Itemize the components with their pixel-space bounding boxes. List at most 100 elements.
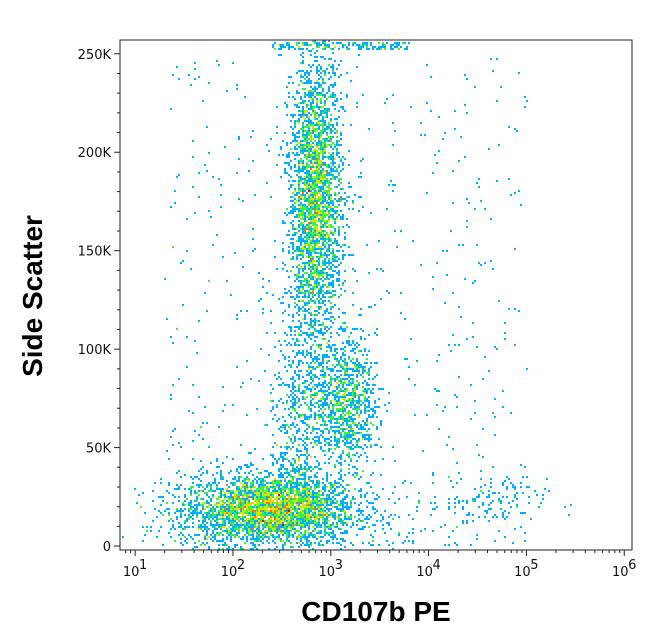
density-dot — [254, 526, 256, 528]
density-dot — [298, 210, 300, 212]
density-dot — [342, 188, 344, 190]
density-dot — [306, 506, 308, 508]
density-dot — [364, 396, 366, 398]
density-dot — [314, 226, 316, 228]
density-dot — [300, 540, 302, 542]
density-dot — [262, 542, 264, 544]
density-dot — [320, 230, 322, 232]
density-dot — [278, 510, 280, 512]
density-dot — [210, 516, 212, 518]
density-dot — [278, 538, 280, 540]
density-dot — [340, 500, 342, 502]
density-dot — [306, 82, 308, 84]
density-dot — [334, 434, 336, 436]
density-dot — [262, 508, 264, 510]
density-dot — [290, 212, 292, 214]
density-dot — [434, 496, 436, 498]
density-dot — [336, 446, 338, 448]
density-dot — [308, 100, 310, 102]
density-dot — [318, 346, 320, 348]
density-dot — [542, 494, 544, 496]
density-dot — [304, 442, 306, 444]
density-dot — [304, 390, 306, 392]
density-dot — [290, 448, 292, 450]
density-dot — [326, 256, 328, 258]
density-dot — [292, 506, 294, 508]
density-dot — [358, 424, 360, 426]
density-dot — [246, 478, 248, 480]
density-dot — [298, 498, 300, 500]
density-dot — [298, 534, 300, 536]
density-dot — [352, 438, 354, 440]
density-dot — [318, 518, 320, 520]
density-dot — [332, 164, 334, 166]
density-dot — [308, 534, 310, 536]
density-dot — [320, 504, 322, 506]
density-dot — [330, 158, 332, 160]
density-dot — [308, 116, 310, 118]
density-dot — [274, 538, 276, 540]
density-dot — [298, 106, 300, 108]
density-dot — [332, 506, 334, 508]
density-dot — [350, 392, 352, 394]
density-dot — [304, 386, 306, 388]
density-dot — [334, 108, 336, 110]
density-dot — [292, 152, 294, 154]
density-dot — [356, 384, 358, 386]
density-dot — [338, 430, 340, 432]
density-dot — [294, 498, 296, 500]
density-dot — [258, 484, 260, 486]
density-dot — [350, 186, 352, 188]
density-dot — [286, 104, 288, 106]
density-dot — [342, 420, 344, 422]
density-dot — [302, 352, 304, 354]
density-dot — [328, 138, 330, 140]
density-dot — [370, 446, 372, 448]
density-dot — [256, 510, 258, 512]
density-dot — [234, 496, 236, 498]
density-dot — [322, 238, 324, 240]
density-dot — [314, 244, 316, 246]
density-dot — [236, 470, 238, 472]
density-dot — [298, 280, 300, 282]
density-dot — [312, 256, 314, 258]
density-dot — [310, 54, 312, 56]
density-dot — [288, 460, 290, 462]
density-dot — [342, 256, 344, 258]
density-dot — [224, 492, 226, 494]
density-dot — [288, 426, 290, 428]
density-dot — [318, 544, 320, 546]
density-dot — [344, 442, 346, 444]
density-dot — [350, 394, 352, 396]
density-dot — [320, 226, 322, 228]
density-dot — [214, 508, 216, 510]
density-dot — [358, 478, 360, 480]
density-dot — [226, 516, 228, 518]
density-dot — [234, 534, 236, 536]
density-dot — [320, 212, 322, 214]
density-dot — [304, 538, 306, 540]
density-dot — [366, 418, 368, 420]
density-dot — [314, 280, 316, 282]
density-dot — [334, 516, 336, 518]
density-dot — [352, 434, 354, 436]
density-dot — [290, 428, 292, 430]
density-dot — [304, 520, 306, 522]
density-dot — [514, 494, 516, 496]
density-dot — [358, 440, 360, 442]
density-dot — [318, 92, 320, 94]
density-dot — [326, 396, 328, 398]
density-dot — [308, 170, 310, 172]
density-dot — [328, 442, 330, 444]
density-dot — [352, 350, 354, 352]
density-dot — [290, 148, 292, 150]
density-dot — [338, 370, 340, 372]
density-dot — [262, 502, 264, 504]
density-dot — [226, 500, 228, 502]
density-dot — [230, 492, 232, 494]
density-dot — [362, 428, 364, 430]
density-dot — [330, 378, 332, 380]
density-dot — [306, 536, 308, 538]
density-dot — [240, 548, 242, 550]
density-dot — [344, 198, 346, 200]
